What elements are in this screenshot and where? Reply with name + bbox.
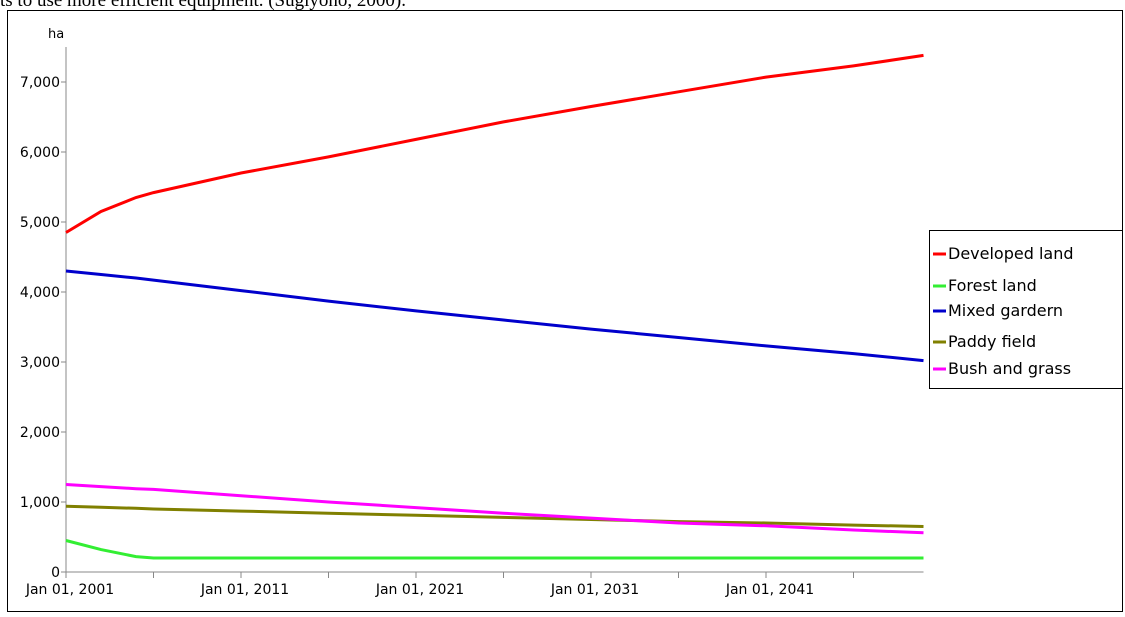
legend-label: Mixed gardern — [948, 301, 1063, 320]
x-tick-label: Jan 01, 2011 — [200, 582, 289, 598]
legend-label: Developed land — [948, 244, 1074, 263]
y-tick-label: 2,000 — [20, 425, 60, 441]
legend-label: Forest land — [948, 276, 1037, 295]
y-tick-label: 4,000 — [20, 285, 60, 301]
x-tick-label: Jan 01, 2031 — [550, 582, 639, 598]
y-tick-label: 5,000 — [20, 215, 60, 231]
series-line — [65, 269, 924, 363]
legend-label: Bush and grass — [948, 359, 1071, 378]
series-line — [65, 483, 924, 535]
series-line — [65, 53, 924, 234]
y-tick-label: 1,000 — [20, 495, 60, 511]
series-line — [65, 504, 924, 528]
x-tick-label: Jan 01, 2041 — [725, 582, 814, 598]
y-tick-label: 3,000 — [20, 355, 60, 371]
legend-box — [929, 230, 1123, 389]
caption: ts to use more efficient equipment. (Sug… — [0, 0, 406, 11]
y-tick-label: 6,000 — [20, 145, 60, 161]
x-tick-label: Jan 01, 2001 — [25, 582, 114, 598]
series-line — [65, 539, 924, 560]
y-tick-label: 0 — [51, 565, 60, 581]
y-tick-label: 7,000 — [20, 75, 60, 91]
x-tick-label: Jan 01, 2021 — [375, 582, 464, 598]
legend-label: Paddy field — [948, 332, 1036, 351]
y-axis-label: ha — [48, 27, 64, 42]
